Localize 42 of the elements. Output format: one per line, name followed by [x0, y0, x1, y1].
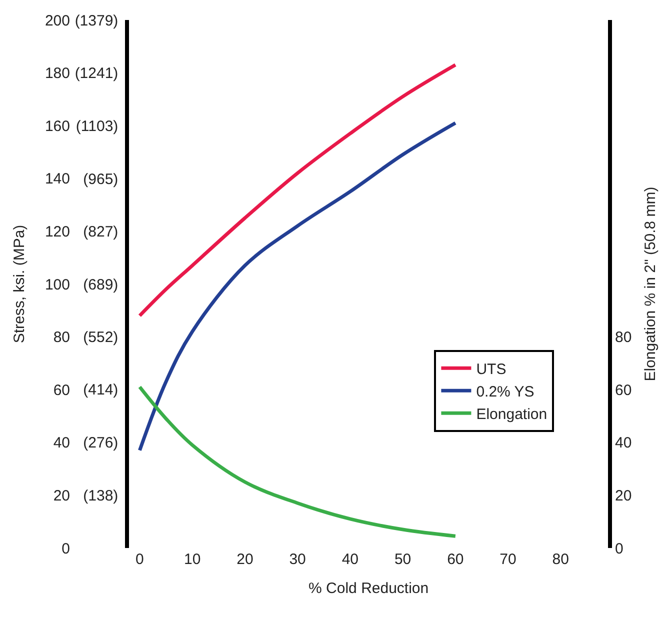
- x-tick-label: 0: [136, 551, 144, 568]
- y3-tick-label: (689): [83, 276, 118, 294]
- x-tick-label: 80: [552, 551, 569, 568]
- y-tick-label: 40: [53, 434, 70, 452]
- y3-tick-label: (276): [83, 434, 118, 452]
- x-tick-label: 40: [342, 551, 359, 568]
- y-tick-label: 20: [53, 487, 70, 504]
- y-axis-title: Stress, ksi. (MPa): [11, 224, 28, 344]
- y2-tick-label: 60: [615, 382, 632, 399]
- line-series: [138, 385, 458, 538]
- y2-tick-label: 20: [615, 487, 632, 504]
- x-tick-label: 30: [289, 551, 306, 568]
- y3-tick-label: (827): [83, 224, 118, 241]
- y-tick-label: 100: [44, 276, 70, 294]
- x-axis-title: % Cold Reduction: [308, 580, 429, 597]
- y-tick-label: 160: [44, 118, 70, 135]
- legend-label: UTS: [476, 360, 506, 378]
- y3-tick-label: (1103): [76, 118, 118, 135]
- x-tick-label: 50: [394, 551, 412, 568]
- y-tick-label: 60: [53, 382, 70, 399]
- y3-tick-label: (414): [83, 382, 118, 399]
- line-series: [138, 121, 458, 452]
- legend-label: 0.2% YS: [476, 383, 534, 400]
- y-tick-label: 80: [53, 329, 70, 346]
- y2-tick-label: 40: [615, 434, 632, 452]
- y3-tick-label: (1379): [74, 12, 118, 30]
- y2-axis-title: Elongation % in 2" (50.8 mm): [642, 186, 660, 382]
- x-tick-label: 60: [447, 551, 464, 568]
- y3-tick-label: (138): [83, 487, 118, 504]
- y-tick-label: 120: [44, 223, 70, 240]
- y-tick-label: 200: [44, 12, 70, 30]
- y3-tick-label: (552): [83, 328, 118, 346]
- y3-tick-label: (965): [83, 170, 118, 188]
- x-tick-label: 10: [184, 551, 201, 568]
- x-tick-label: 70: [500, 551, 516, 568]
- y2-tick-label: 80: [615, 329, 632, 346]
- x-tick-label: 20: [236, 551, 254, 568]
- y-tick-label: 140: [44, 170, 70, 188]
- line-series: [138, 63, 458, 318]
- y-tick-label: 180: [44, 65, 70, 82]
- y3-tick-label: (1241): [74, 65, 118, 82]
- legend-label: Elongation: [476, 406, 548, 423]
